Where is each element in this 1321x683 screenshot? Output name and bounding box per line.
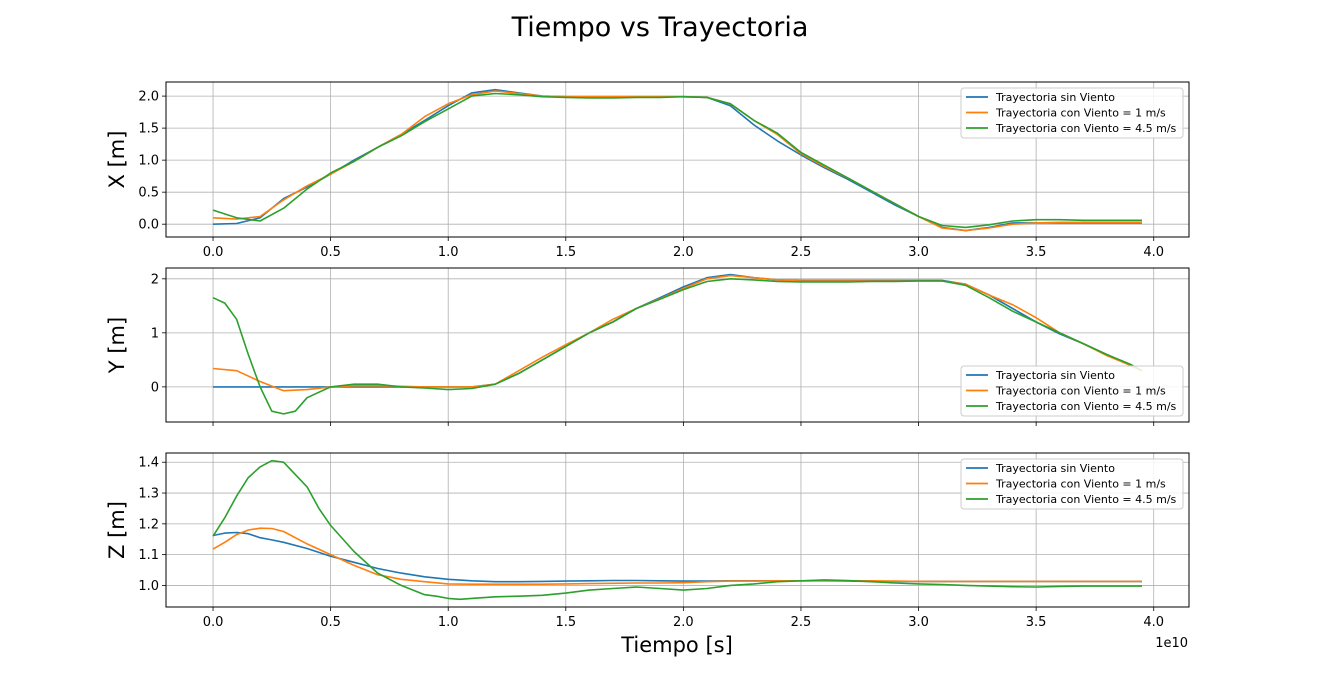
x-offset-text: 1e10 [1155,636,1188,651]
y-axis-label: X [m] [105,131,129,189]
x-tick-label: 1.5 [555,615,576,630]
y-tick-label: 1 [151,326,159,341]
series-line-2 [212,527,1142,586]
x-tick-label: 0.0 [203,615,224,630]
legend: Trayectoria sin Viento Trayectoria con Vi… [960,458,1184,510]
y-axis-label: Z [m] [105,501,129,559]
y-tick-label: 1.4 [138,456,159,471]
x-tick-label: 4.0 [1143,245,1164,260]
x-tick-label: 1.0 [438,615,459,630]
x-tick-label: 4.0 [1143,615,1164,630]
y-axis-label: Y [m] [105,317,129,374]
panel-1: 0.0 0.5 1.0 1.5 2.0 2.5 3.0 3.5 4.0 0.0 0.5 1.0 1.5 2… [105,81,1190,260]
series-line-3 [212,459,1142,601]
series-line-3 [212,277,1143,415]
axes-frame [165,81,1190,238]
series-line-2 [212,274,1143,392]
legend-label-1: Trayectoria sin Viento [995,91,1115,104]
legend-box [960,458,1184,510]
axes-frame [165,452,1190,608]
legend-label-3: Trayectoria con Viento = 4.5 m/s [995,400,1177,413]
legend: Trayectoria sin Viento Trayectoria con Vi… [960,87,1184,139]
series-group [212,88,1142,232]
x-tick-label: 2.5 [791,245,812,260]
legend-box [960,365,1184,417]
axes-frame [165,267,1190,423]
legend-box [960,87,1184,139]
y-tick-label: 1.0 [138,579,159,594]
y-tick-label: 2.0 [138,90,159,105]
y-tick-label: 2 [151,272,159,287]
x-tick-label: 0.5 [320,615,341,630]
y-tick-label: 1.5 [138,122,159,137]
series-line-1 [212,531,1142,583]
y-tick-label: 0.0 [138,218,159,233]
x-tick-label: 2.5 [791,615,812,630]
panel-3: 0.0 0.5 1.0 1.5 2.0 2.5 3.0 3.5 4.0 1.0 1.1 1.2 1.3 1… [105,452,1190,630]
legend-label-1: Trayectoria sin Viento [995,462,1115,475]
y-tick-label: 0 [151,380,159,395]
x-tick-label: 2.0 [673,245,694,260]
legend-label-3: Trayectoria con Viento = 4.5 m/s [995,493,1177,506]
legend-label-2: Trayectoria con Viento = 1 m/s [995,385,1166,398]
x-tick-label: 2.0 [673,615,694,630]
series-line-1 [213,273,1143,388]
legend-label-3: Trayectoria con Viento = 4.5 m/s [995,122,1177,135]
legend-label-2: Trayectoria con Viento = 1 m/s [995,107,1166,120]
legend-label-2: Trayectoria con Viento = 1 m/s [995,478,1166,491]
legend-label-1: Trayectoria sin Viento [995,369,1115,382]
series-group [212,273,1143,415]
y-tick-label: 1.1 [138,548,159,563]
x-tick-label: 0.0 [203,245,224,260]
y-tick-label: 1.0 [138,154,159,169]
x-tick-label: 1.5 [555,245,576,260]
series-group [212,459,1142,601]
y-tick-label: 1.2 [138,517,159,532]
x-tick-label: 3.5 [1026,245,1047,260]
series-line-3 [212,92,1142,229]
x-tick-label: 1.0 [438,245,459,260]
y-tick-label: 0.5 [138,186,159,201]
x-tick-label: 3.0 [908,615,929,630]
x-tick-label: 3.5 [1026,615,1047,630]
y-tick-label: 1.3 [138,487,159,502]
legend: Trayectoria sin Viento Trayectoria con Vi… [960,365,1184,417]
x-axis-label: Tiempo [s] [620,633,733,657]
x-tick-label: 3.0 [908,245,929,260]
figure-title: Tiempo vs Trayectoria [511,12,809,43]
x-tick-label: 0.5 [320,245,341,260]
